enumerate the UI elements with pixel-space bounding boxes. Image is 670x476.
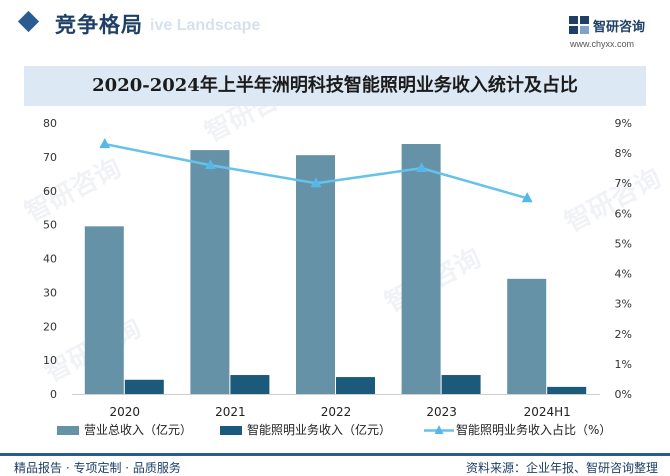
line-point-marker [416, 162, 428, 173]
y-right-tick-label: 5% [615, 237, 632, 250]
bar-total-revenue [190, 150, 230, 394]
bar-lighting-revenue [230, 375, 270, 394]
bar-total-revenue [84, 226, 124, 394]
bar-total-revenue [296, 155, 335, 394]
bar-lighting-revenue [441, 375, 481, 394]
y-left-tick-label: 80 [43, 117, 57, 130]
chart-title-bar: 2020-2024年上半年洲明科技智能照明业务收入统计及占比 [24, 66, 646, 106]
y-left-tick-label: 50 [43, 219, 57, 232]
x-tick-label: 2024H1 [524, 405, 571, 419]
y-left-tick-label: 40 [43, 253, 57, 266]
logo-url: www.chyxx.com [570, 39, 635, 49]
y-right-tick-label: 2% [615, 328, 632, 341]
footer-tagline: 精品报告 · 专项定制 · 品质服务 [14, 461, 181, 475]
line-point-marker [99, 138, 111, 149]
y-left-tick-label: 10 [43, 354, 57, 367]
x-tick-label: 2022 [321, 405, 352, 419]
diamond-icon [17, 10, 40, 33]
y-right-tick-label: 1% [615, 358, 632, 371]
y-left-tick-label: 0 [50, 388, 57, 401]
footer: 精品报告 · 专项定制 · 品质服务 资料来源：企业年报、智研咨询整理 [0, 453, 670, 475]
line-point-marker [204, 159, 216, 170]
y-left-tick-label: 30 [43, 286, 57, 299]
logo-name: 智研咨询 [593, 20, 646, 35]
section-subtitle: ive Landscape [150, 17, 261, 34]
y-left-tick-label: 20 [43, 320, 57, 333]
logo-mark-icon [569, 16, 589, 34]
line-point-marker [521, 192, 533, 203]
y-left-tick-label: 60 [43, 185, 57, 198]
chart-title: 2020-2024年上半年洲明科技智能照明业务收入统计及占比 [92, 75, 578, 96]
y-right-tick-label: 6% [615, 207, 632, 220]
legend-label-lighting-share: 智能照明业务收入占比（%） [456, 422, 611, 437]
footer-source: 资料来源：企业年报、智研咨询整理 [465, 461, 658, 475]
legend-label-total-revenue: 营业总收入（亿元） [84, 422, 192, 437]
legend-marker-lighting-share [434, 425, 444, 434]
section-title: 竞争格局 [55, 13, 143, 37]
bar-lighting-revenue [124, 379, 164, 394]
y-right-tick-label: 7% [615, 177, 632, 190]
bar-lighting-revenue [547, 386, 587, 394]
y-right-tick-label: 0% [615, 388, 632, 401]
y-right-tick-label: 9% [615, 117, 632, 130]
brand-logo: 智研咨询 www.chyxx.com [568, 13, 668, 53]
y-left-tick-label: 70 [43, 151, 57, 164]
footer-divider [0, 453, 670, 456]
y-right-tick-label: 3% [615, 298, 632, 311]
legend-swatch-total-revenue [57, 426, 79, 435]
y-right-tick-label: 4% [615, 268, 632, 281]
line-point-marker [310, 177, 322, 188]
bar-lighting-revenue [336, 377, 375, 394]
chart: 0 10 20 30 40 50 60 70 80 0% 1% 2% 3% 4% 5% 6% 7% 8% 9% 202… [43, 117, 632, 437]
x-tick-label: 2020 [110, 405, 141, 419]
x-tick-label: 2021 [215, 405, 246, 419]
y-right-tick-label: 8% [615, 147, 632, 160]
bar-total-revenue [401, 144, 441, 394]
bar-total-revenue [507, 278, 547, 394]
legend-swatch-lighting-revenue [220, 426, 242, 435]
header: 竞争格局 ive Landscape 智研咨询 www.chyxx.com [0, 0, 670, 52]
x-tick-label: 2023 [426, 405, 457, 419]
legend-label-lighting-revenue: 智能照明业务收入（亿元） [247, 422, 391, 437]
